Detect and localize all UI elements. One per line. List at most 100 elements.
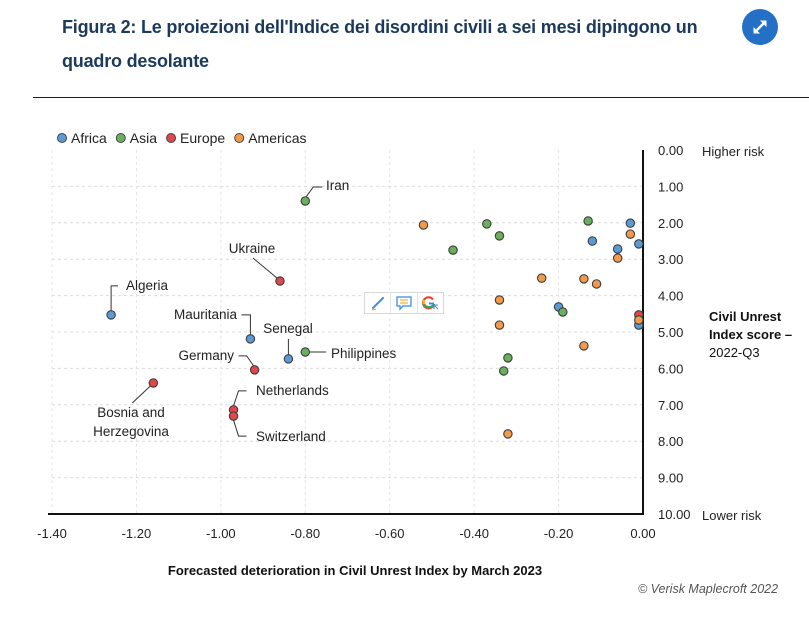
- y-axis-title-line2: Index score –: [709, 327, 792, 342]
- data-point-americas[interactable]: [579, 274, 589, 284]
- leader-line: [110, 285, 119, 311]
- country-label: Mauritania: [174, 307, 238, 322]
- data-point-iran[interactable]: [300, 196, 311, 206]
- data-point-asia[interactable]: [558, 307, 568, 317]
- grid: [51, 150, 643, 514]
- y-tick-label: 4.00: [658, 289, 683, 304]
- data-point-americas[interactable]: [579, 341, 589, 351]
- leader-line: [252, 257, 278, 279]
- y-tick-label: 6.00: [658, 361, 683, 376]
- leader-line: [131, 385, 151, 404]
- country-labels: Algeria Mauritania Senegal Iran Philippines U…: [93, 178, 396, 444]
- data-point-americas[interactable]: [625, 229, 636, 239]
- label-leader-lines: [110, 186, 327, 437]
- axes: [48, 150, 644, 515]
- x-axis-title: Forecasted deterioration in Civil Unrest…: [168, 563, 542, 578]
- y-tick-label: 5.00: [658, 325, 683, 340]
- leader-line: [241, 314, 251, 335]
- y-tick-label: 2.00: [658, 216, 683, 231]
- x-tick-label: -0.20: [544, 526, 574, 541]
- y-axis-title-line1: Civil Unrest: [709, 309, 782, 324]
- legend-marker-asia: [115, 133, 126, 143]
- country-label: Senegal: [263, 321, 313, 336]
- y-tick-label: 3.00: [658, 252, 683, 267]
- data-point-asia[interactable]: [482, 219, 492, 229]
- google-button[interactable]: [418, 293, 443, 313]
- data-point-americas[interactable]: [536, 273, 547, 283]
- data-point-asia[interactable]: [448, 245, 458, 255]
- data-point-switzerland[interactable]: [228, 411, 239, 421]
- data-point-americas[interactable]: [503, 429, 513, 439]
- data-point-senegal[interactable]: [283, 354, 294, 364]
- legend-marker-europe: [166, 133, 177, 143]
- data-point-germany[interactable]: [249, 365, 260, 375]
- data-point-africa[interactable]: [587, 236, 598, 246]
- legend-label-americas[interactable]: Americas: [248, 130, 306, 146]
- data-point-americas[interactable]: [418, 220, 429, 230]
- legend-marker-africa: [57, 133, 67, 143]
- data-point-philippines[interactable]: [300, 347, 311, 357]
- expand-arrows-icon: [753, 20, 767, 34]
- country-label: Iran: [326, 178, 349, 193]
- data-point-asia[interactable]: [583, 216, 593, 226]
- legend-label-europe[interactable]: Europe: [180, 130, 225, 146]
- data-point-africa[interactable]: [625, 218, 636, 228]
- data-points: [106, 196, 644, 439]
- data-point-africa[interactable]: [634, 239, 644, 249]
- y-tick-label: 7.00: [658, 398, 683, 413]
- chart-title: Figura 2: Le proiezioni dell'Indice dei …: [62, 17, 698, 71]
- pencil-icon: [371, 297, 384, 311]
- data-point-asia[interactable]: [503, 353, 513, 363]
- data-point-bosnia-and-herzegovina[interactable]: [148, 378, 159, 388]
- leader-line: [238, 355, 255, 367]
- country-label: Germany: [178, 348, 234, 363]
- data-point-americas[interactable]: [494, 295, 505, 305]
- x-tick-label: -1.40: [37, 526, 67, 541]
- comment-icon: [396, 296, 412, 311]
- country-label: Switzerland: [256, 429, 326, 444]
- country-label: Netherlands: [256, 383, 329, 398]
- data-point-americas[interactable]: [494, 320, 505, 330]
- legend-marker-americas: [234, 133, 245, 143]
- google-icon: [422, 296, 439, 310]
- x-tick-label: -0.80: [290, 526, 320, 541]
- x-tick-labels: -1.40 -1.20 -1.00 -0.80 -0.60 -0.40 -0.20 0.00: [37, 526, 655, 541]
- data-point-americas[interactable]: [591, 279, 602, 289]
- data-point-mauritania[interactable]: [245, 334, 256, 344]
- x-tick-label: -0.40: [459, 526, 489, 541]
- country-label: Philippines: [331, 346, 397, 361]
- y-tick-label: 1.00: [658, 179, 683, 194]
- y-tick-label: 0.00: [658, 143, 683, 158]
- data-point-ukraine[interactable]: [275, 276, 285, 286]
- legend: Africa Asia Europe Americas: [57, 130, 307, 146]
- expand-button[interactable]: [742, 9, 778, 45]
- country-label: Herzegovina: [93, 424, 169, 439]
- data-point-asia[interactable]: [494, 231, 505, 241]
- data-point-africa[interactable]: [612, 244, 623, 254]
- extension-toolbar: [364, 292, 444, 314]
- legend-label-africa[interactable]: Africa: [71, 130, 107, 146]
- x-tick-label: -0.60: [375, 526, 405, 541]
- country-label: Algeria: [126, 278, 169, 293]
- country-label: Ukraine: [229, 241, 276, 256]
- comment-button[interactable]: [391, 293, 418, 313]
- y-tick-label: 8.00: [658, 434, 683, 449]
- pencil-button[interactable]: [365, 293, 392, 313]
- y-top-annotation: Higher risk: [702, 144, 765, 159]
- x-tick-label: -1.00: [206, 526, 236, 541]
- y-bottom-annotation: Lower risk: [702, 508, 762, 523]
- x-tick-label: -1.20: [122, 526, 152, 541]
- data-point-algeria[interactable]: [106, 310, 116, 320]
- y-tick-label: 10.00: [658, 507, 691, 522]
- header-divider: [33, 97, 809, 98]
- credit-text: © Verisk Maplecroft 2022: [638, 582, 779, 596]
- y-axis-title-line3: 2022-Q3: [709, 345, 760, 360]
- data-point-asia[interactable]: [498, 366, 509, 376]
- leader-line: [233, 390, 247, 407]
- country-label: Bosnia and: [97, 405, 165, 420]
- legend-label-asia[interactable]: Asia: [130, 130, 157, 146]
- data-point-americas[interactable]: [634, 315, 644, 325]
- data-point-americas[interactable]: [612, 253, 623, 263]
- leader-line: [233, 419, 247, 437]
